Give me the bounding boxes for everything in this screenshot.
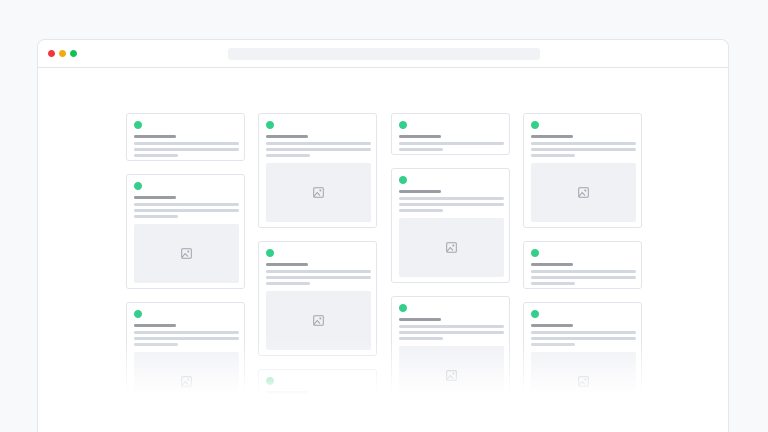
card-text-placeholder [134, 203, 239, 206]
card-text-placeholder [266, 282, 310, 285]
card-title-placeholder [531, 263, 573, 266]
card-text-placeholder [266, 276, 371, 279]
card-text-placeholder [399, 325, 504, 328]
card-text-placeholder [266, 270, 371, 273]
card-text-placeholder [266, 154, 310, 157]
card-text-placeholder [266, 148, 371, 151]
card-title-placeholder [399, 318, 441, 321]
status-dot-icon [266, 249, 274, 257]
card-text-placeholder [134, 331, 239, 334]
masonry-card[interactable] [258, 241, 377, 356]
masonry-card[interactable] [391, 168, 510, 283]
masonry-card[interactable] [126, 113, 245, 161]
card-title-placeholder [266, 135, 308, 138]
card-title-placeholder [134, 135, 176, 138]
card-text-placeholder [531, 331, 636, 334]
card-text-placeholder [399, 209, 443, 212]
card-text-placeholder [134, 154, 178, 157]
address-bar[interactable] [228, 48, 540, 60]
status-dot-icon [134, 310, 142, 318]
card-text-placeholder [531, 282, 575, 285]
card-title-placeholder [134, 324, 176, 327]
card-text-placeholder [531, 142, 636, 145]
status-dot-icon [399, 304, 407, 312]
masonry-card[interactable] [126, 174, 245, 289]
maximize-button[interactable] [70, 50, 77, 57]
card-text-placeholder [531, 154, 575, 157]
card-image-placeholder [531, 163, 636, 222]
browser-window [37, 39, 729, 432]
status-dot-icon [399, 176, 407, 184]
card-text-placeholder [399, 331, 504, 334]
card-title-placeholder [399, 135, 441, 138]
card-image-placeholder [399, 218, 504, 277]
card-text-placeholder [399, 197, 504, 200]
status-dot-icon [134, 121, 142, 129]
status-dot-icon [399, 121, 407, 129]
close-button[interactable] [48, 50, 55, 57]
masonry-card[interactable] [258, 113, 377, 228]
card-text-placeholder [266, 142, 371, 145]
card-title-placeholder [531, 135, 573, 138]
card-text-placeholder [134, 215, 178, 218]
card-image-placeholder [134, 224, 239, 283]
card-text-placeholder [531, 276, 636, 279]
card-text-placeholder [531, 337, 636, 340]
status-dot-icon [531, 121, 539, 129]
card-text-placeholder [531, 270, 636, 273]
card-text-placeholder [399, 148, 443, 151]
minimize-button[interactable] [59, 50, 66, 57]
masonry-card[interactable] [523, 113, 642, 228]
status-dot-icon [266, 121, 274, 129]
status-dot-icon [134, 182, 142, 190]
status-dot-icon [531, 249, 539, 257]
browser-title-bar [38, 40, 728, 68]
card-text-placeholder [134, 337, 239, 340]
card-title-placeholder [399, 190, 441, 193]
card-text-placeholder [531, 148, 636, 151]
masonry-card[interactable] [523, 241, 642, 289]
card-title-placeholder [266, 263, 308, 266]
card-image-placeholder [266, 163, 371, 222]
bottom-fade-overlay [38, 340, 728, 431]
card-text-placeholder [399, 337, 443, 340]
card-title-placeholder [134, 196, 176, 199]
masonry-card[interactable] [391, 113, 510, 155]
card-text-placeholder [399, 142, 504, 145]
card-text-placeholder [134, 209, 239, 212]
card-text-placeholder [399, 203, 504, 206]
card-text-placeholder [134, 142, 239, 145]
status-dot-icon [531, 310, 539, 318]
card-text-placeholder [134, 148, 239, 151]
card-title-placeholder [531, 324, 573, 327]
